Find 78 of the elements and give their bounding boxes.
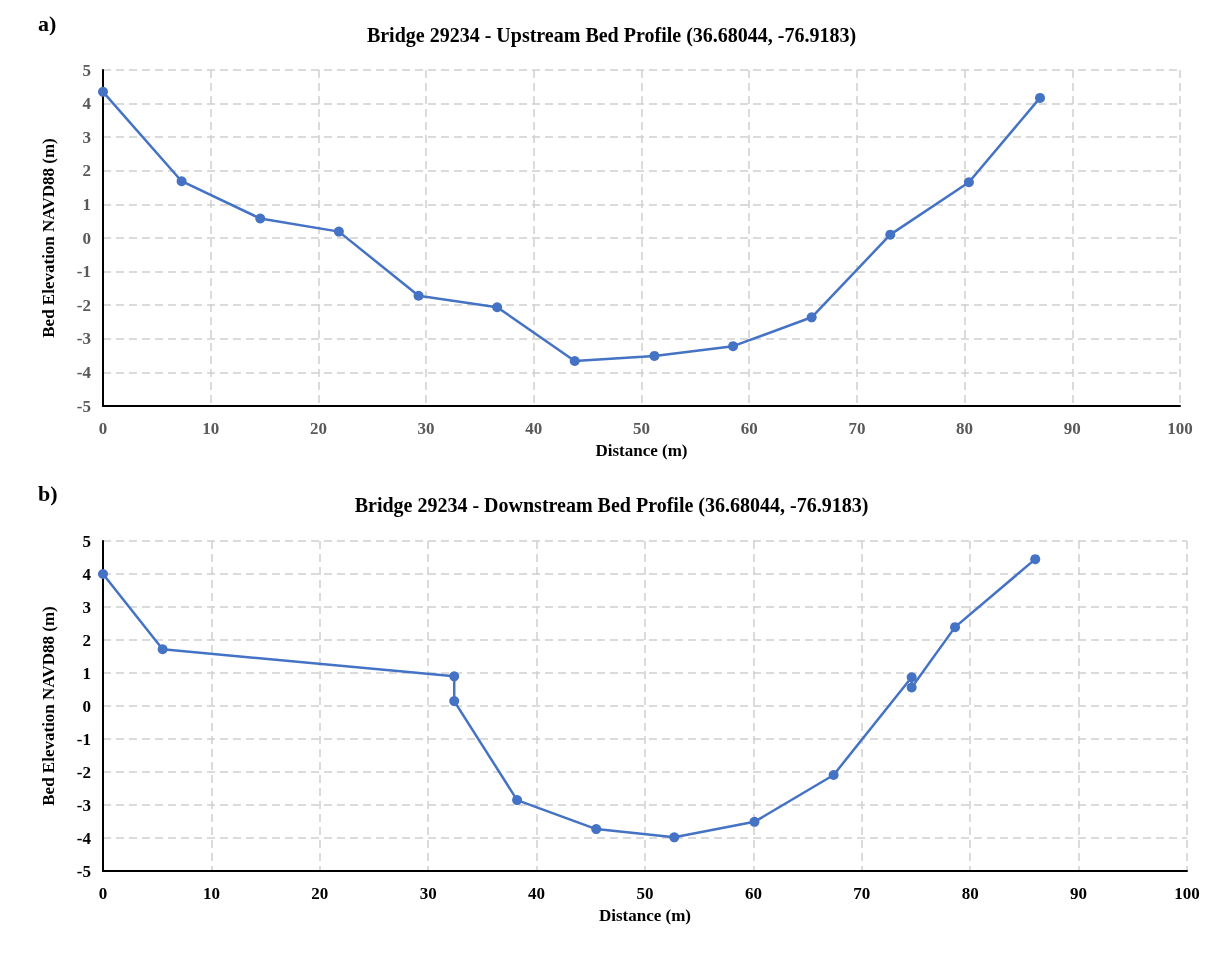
y-tick-label: -3	[76, 329, 91, 349]
y-tick-label: 4	[82, 564, 92, 584]
y-tick-label: 0	[82, 228, 91, 248]
x-tick-label: 60	[740, 419, 758, 438]
x-tick-label: 40	[525, 419, 543, 438]
x-tick-label: 90	[1063, 419, 1081, 438]
point	[591, 824, 602, 835]
x-tick-label: 90	[1070, 884, 1088, 903]
point	[950, 622, 961, 633]
point	[806, 312, 817, 323]
y-tick-label: -2	[76, 295, 91, 315]
x-axis-title: Distance (m)	[598, 905, 692, 925]
point	[828, 769, 839, 780]
x-tick-label: 40	[528, 884, 546, 903]
y-tick-label: 4	[82, 94, 92, 114]
y-tick-label: -1	[76, 262, 91, 282]
y-tick-label: -4	[76, 828, 92, 848]
y-tick-label: -4	[76, 362, 92, 382]
chart-title: Bridge 29234 - Downstream Bed Profile (36.68044, -76.9183)	[354, 494, 869, 517]
y-tick-label: 1	[82, 194, 91, 214]
point	[333, 226, 344, 237]
y-tick-label: 5	[82, 60, 91, 80]
point	[1030, 554, 1041, 565]
point	[449, 671, 460, 682]
point	[906, 672, 917, 683]
point	[749, 816, 760, 827]
x-tick-label: 80	[956, 419, 974, 438]
point	[885, 229, 896, 240]
x-tick-label: 70	[853, 884, 871, 903]
x-tick-label: 10	[202, 419, 220, 438]
y-tick-label: 1	[82, 663, 91, 683]
x-tick-label: 80	[961, 884, 979, 903]
point	[449, 696, 460, 707]
point	[255, 213, 266, 224]
y-tick-label: -5	[76, 861, 91, 881]
y-axis-title: Bed Elevation NAVD88 (m)	[39, 138, 58, 338]
y-tick-label: 0	[82, 696, 91, 716]
text: a)	[38, 10, 57, 36]
x-tick-label: 60	[744, 884, 762, 903]
point	[413, 290, 424, 301]
point	[512, 795, 523, 806]
point	[669, 832, 680, 843]
point	[963, 177, 974, 188]
y-tick-label: -2	[76, 762, 91, 782]
point	[157, 644, 168, 655]
point	[98, 86, 108, 97]
x-axis-title: Distance (m)	[595, 440, 688, 460]
point	[176, 176, 187, 187]
x-tick-label: 20	[311, 884, 329, 903]
chart-title: Bridge 29234 - Upstream Bed Profile (36.68044, -76.9183)	[366, 24, 857, 47]
x-tick-label: 50	[636, 884, 654, 903]
x-tick-label: 0	[98, 884, 108, 903]
point	[98, 569, 108, 579]
x-tick-label: 70	[848, 419, 866, 438]
y-tick-label: 2	[82, 161, 91, 181]
y-tick-label: -5	[76, 396, 91, 416]
y-tick-label: -1	[76, 729, 91, 749]
y-tick-label: 3	[82, 127, 91, 147]
point	[728, 341, 739, 352]
x-tick-label: 10	[202, 884, 220, 903]
y-tick-label: 2	[82, 630, 91, 650]
x-tick-label: 20	[309, 419, 327, 438]
y-tick-label: 3	[82, 597, 91, 617]
y-tick-label: 5	[82, 531, 91, 551]
x-tick-label: 100	[1174, 884, 1200, 903]
text: b)	[38, 480, 58, 506]
y-tick-label: -3	[76, 795, 91, 815]
y-axis-title: Bed Elevation NAVD88 (m)	[39, 606, 58, 806]
point	[649, 350, 660, 361]
x-tick-label: 30	[419, 884, 437, 903]
x-tick-label: 100	[1167, 419, 1193, 438]
point	[492, 302, 503, 313]
point	[1035, 92, 1045, 103]
x-tick-label: 50	[633, 419, 650, 438]
point	[906, 682, 917, 693]
point	[569, 355, 580, 366]
x-tick-label: 30	[417, 419, 435, 438]
x-tick-label: 0	[98, 419, 108, 438]
